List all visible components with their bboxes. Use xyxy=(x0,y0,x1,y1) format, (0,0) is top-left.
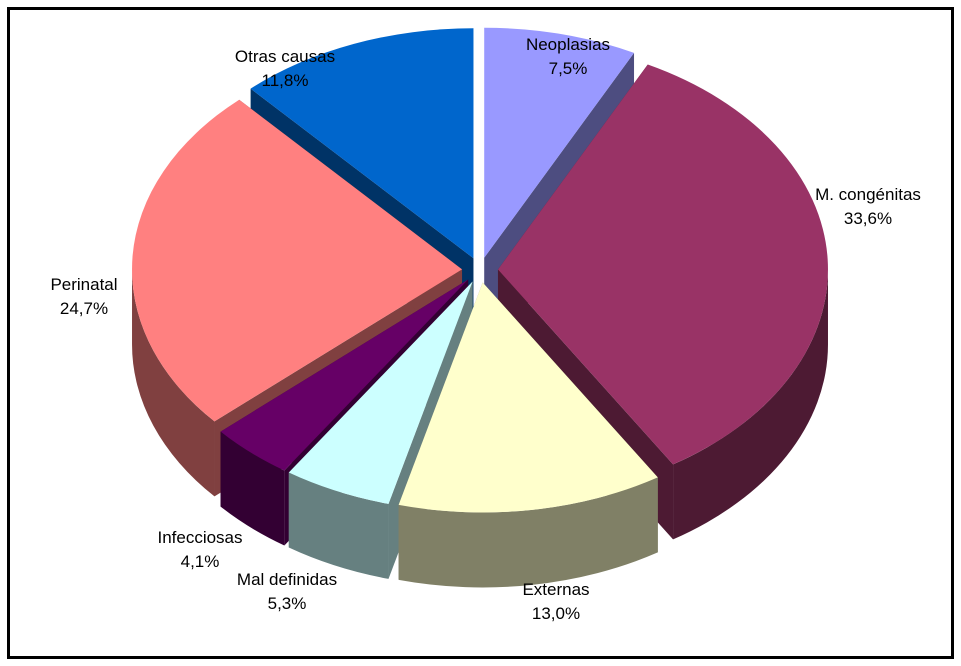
slice-externas xyxy=(398,282,658,513)
value-label-otras-causas: 11,8% xyxy=(262,71,309,90)
label-externas: Externas xyxy=(522,580,589,599)
slice-m-congenitas xyxy=(497,64,828,465)
label-mal-definidas: Mal definidas xyxy=(237,570,337,589)
slice-perinatal xyxy=(132,99,463,422)
label-neoplasias: Neoplasias xyxy=(526,35,610,54)
label-perinatal: Perinatal xyxy=(50,275,117,294)
slice-side-infecciosas-rim xyxy=(220,431,285,546)
label-m-congenitas: M. congénitas xyxy=(815,185,921,204)
value-label-perinatal: 24,7% xyxy=(60,299,108,318)
value-label-infecciosas: 4,1% xyxy=(181,552,220,571)
pie-tops xyxy=(132,27,828,513)
slice-side-m-congenitas-rim xyxy=(673,269,828,540)
value-label-externas: 13,0% xyxy=(532,604,580,623)
value-label-mal-definidas: 5,3% xyxy=(268,594,307,613)
value-label-m-congenitas: 33,6% xyxy=(844,209,892,228)
slice-side-externas-rim xyxy=(398,477,658,588)
slice-otras-causas xyxy=(250,28,474,259)
label-otras-causas: Otras causas xyxy=(235,47,335,66)
slice-side-perinatal-rim xyxy=(132,269,215,497)
slice-side-mal-definidas-rim xyxy=(288,472,389,579)
pie-labels: Neoplasias 7,5% M. congénitas 33,6% Externas… xyxy=(50,35,920,623)
slice-infecciosas xyxy=(220,279,469,471)
slice-mal-definidas xyxy=(288,281,473,504)
slice-neoplasias xyxy=(484,27,635,258)
label-infecciosas: Infecciosas xyxy=(157,528,242,547)
value-label-neoplasias: 7,5% xyxy=(549,59,588,78)
